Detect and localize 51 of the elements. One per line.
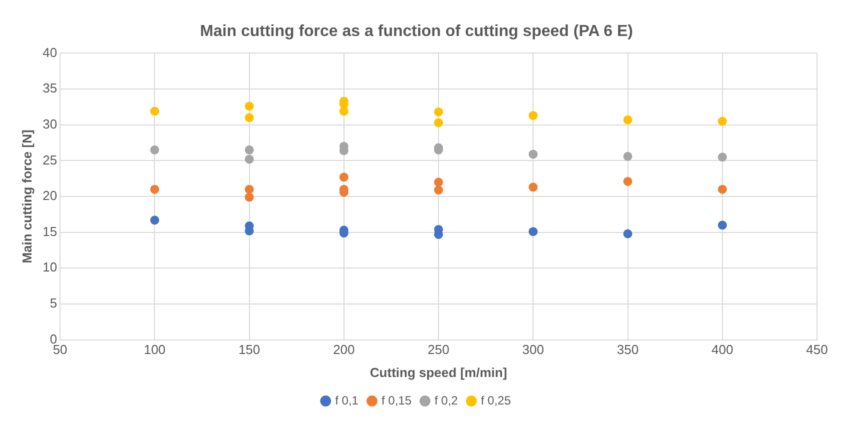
point <box>339 172 348 182</box>
point <box>623 229 632 238</box>
point <box>434 118 444 128</box>
point <box>244 113 254 122</box>
y-tick-label: 35 <box>42 80 58 96</box>
point <box>434 186 444 195</box>
point <box>718 152 727 162</box>
point <box>528 111 538 120</box>
point <box>244 102 254 111</box>
y-tick-label: 15 <box>42 224 58 239</box>
y-tick-label: 20 <box>42 188 58 204</box>
x-tick-label: 250 <box>428 342 450 358</box>
point <box>244 184 254 194</box>
point <box>528 150 538 159</box>
point <box>339 106 348 116</box>
x-tick-label: 100 <box>144 342 166 358</box>
x-tick-label: 300 <box>522 342 544 358</box>
y-tick-label: 10 <box>42 260 58 275</box>
point <box>528 182 538 192</box>
x-tick-label: 350 <box>616 342 639 358</box>
x-tick-label: 200 <box>333 342 355 358</box>
point <box>244 145 254 154</box>
point <box>150 216 160 225</box>
point <box>528 227 538 236</box>
legend-label: f 0,25 <box>480 393 512 408</box>
x-tick-label: 450 <box>806 342 828 358</box>
y-tick-label: 40 <box>42 44 58 60</box>
legend-label: f 0,1 <box>335 393 359 408</box>
x-tick-label: 150 <box>238 342 260 358</box>
point <box>434 107 444 116</box>
point <box>244 154 254 164</box>
chart-title: Main cutting force as a function of cutting speed (PA 6 E) <box>200 23 633 40</box>
point <box>434 178 444 187</box>
y-tick-label: 30 <box>42 116 58 132</box>
point <box>150 106 160 116</box>
y-tick-label: 5 <box>50 296 58 311</box>
x-tick-label: 400 <box>712 342 734 358</box>
legend-label: f 0,2 <box>434 393 458 408</box>
y-axis-title: Main cutting force [N] <box>19 130 34 264</box>
y-tick-label: 25 <box>42 152 58 168</box>
point <box>150 145 160 154</box>
point <box>623 115 632 124</box>
point <box>623 152 632 161</box>
point <box>718 220 727 230</box>
point <box>718 116 727 126</box>
x-axis-title: Cutting speed [m/min] <box>370 364 508 380</box>
point <box>718 184 727 194</box>
legend-label: f 0,15 <box>381 393 412 408</box>
point <box>244 192 254 202</box>
point <box>623 176 632 186</box>
point <box>150 184 160 194</box>
